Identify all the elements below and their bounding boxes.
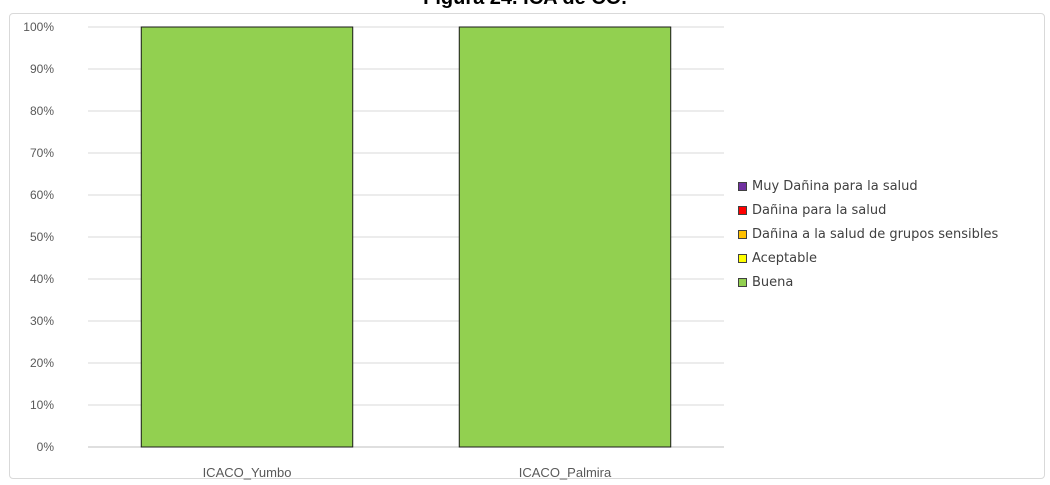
legend: Muy Dañina para la salud Dañina para la s… — [738, 174, 998, 294]
y-axis-ticks: 0% 10% 20% 30% 40% 50% 60% 70% 80% 90% 100% — [23, 20, 54, 454]
legend-item: Dañina a la salud de grupos sensibles — [738, 222, 998, 246]
y-tick-label: 100% — [23, 20, 54, 34]
bars — [140, 26, 672, 448]
x-tick-label: ICACO_Yumbo — [203, 465, 292, 480]
legend-item: Dañina para la salud — [738, 198, 998, 222]
y-tick-label: 0% — [37, 440, 55, 454]
x-tick-label: ICACO_Palmira — [519, 465, 612, 480]
y-tick-label: 10% — [30, 398, 54, 412]
legend-item: Aceptable — [738, 246, 998, 270]
legend-swatch — [738, 205, 747, 215]
legend-swatch — [738, 253, 747, 263]
legend-swatch — [738, 229, 747, 239]
legend-swatch — [738, 181, 747, 191]
y-tick-label: 70% — [30, 146, 54, 160]
legend-swatch — [738, 277, 747, 287]
y-tick-label: 30% — [30, 314, 54, 328]
legend-item: Muy Dañina para la salud — [738, 174, 998, 198]
y-tick-label: 20% — [30, 356, 54, 370]
figure-title: Figura 24. ICA de CO. — [0, 0, 1050, 10]
legend-label: Muy Dañina para la salud — [752, 178, 918, 194]
y-tick-label: 50% — [30, 230, 54, 244]
y-tick-label: 60% — [30, 188, 54, 202]
legend-label: Dañina a la salud de grupos sensibles — [752, 226, 999, 242]
bar-segment — [458, 26, 672, 448]
y-tick-label: 90% — [30, 62, 54, 76]
legend-label: Buena — [752, 274, 794, 290]
legend-label: Dañina para la salud — [752, 202, 887, 218]
legend-item: Buena — [738, 270, 998, 294]
y-tick-label: 40% — [30, 272, 54, 286]
legend-label: Aceptable — [752, 250, 817, 266]
y-tick-label: 80% — [30, 104, 54, 118]
x-axis-ticks: ICACO_Yumbo ICACO_Palmira — [203, 465, 612, 480]
bar-segment — [140, 26, 354, 448]
